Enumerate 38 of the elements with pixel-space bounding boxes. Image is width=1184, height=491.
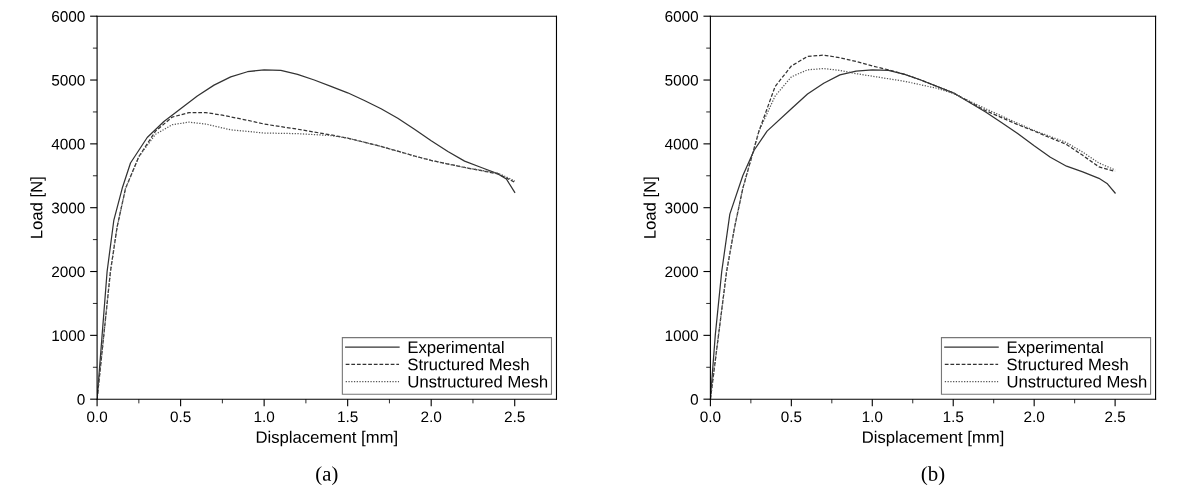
legend-label: Structured Mesh — [408, 358, 529, 371]
x-tick-label: 2.5 — [504, 411, 525, 423]
x-tick-label: 0.5 — [781, 411, 802, 423]
x-axis-title: Displacement [mm] — [863, 430, 1004, 447]
x-tick-label: 0.0 — [700, 411, 721, 423]
y-tick-label: 6000 — [52, 11, 85, 22]
y-tick-label: 3000 — [51, 202, 85, 214]
y-tick-label: 3000 — [665, 202, 698, 214]
x-tick-label: 1.5 — [943, 411, 964, 423]
y-tick-label: 4000 — [51, 138, 85, 150]
y-tick-label: 1000 — [665, 330, 698, 342]
x-tick-label: 2.0 — [421, 411, 442, 423]
text: (b) — [921, 466, 945, 486]
y-tick-label: 1000 — [52, 330, 85, 342]
y-tick-label: 2000 — [665, 266, 698, 278]
y-tick-label: 5000 — [665, 74, 698, 86]
y-tick-label: 2000 — [52, 266, 85, 278]
y-tick-label: 4000 — [664, 138, 698, 150]
legend-label: Unstructured Mesh — [408, 375, 548, 388]
y-axis-title: Load [N] — [30, 177, 46, 238]
legend-label: Unstructured Mesh — [1007, 375, 1147, 388]
x-axis-title: Displacement [mm] — [256, 430, 397, 447]
y-axis-title: Load [N] — [643, 177, 660, 238]
x-tick-label: 0.5 — [170, 411, 191, 423]
x-tick-label: 2.5 — [1105, 411, 1126, 423]
x-tick-label: 1.0 — [254, 411, 275, 423]
text: (a) — [316, 466, 338, 486]
x-tick-label: 0.0 — [87, 411, 108, 423]
y-tick-label: 0 — [77, 394, 85, 405]
y-tick-label: 6000 — [665, 11, 698, 22]
legend-label: Experimental — [1007, 340, 1103, 357]
y-tick-label: 0 — [690, 394, 698, 405]
x-tick-label: 2.0 — [1024, 411, 1045, 423]
x-tick-label: 1.0 — [862, 411, 883, 423]
x-tick-label: 1.5 — [338, 411, 358, 423]
legend-label: Structured Mesh — [1007, 358, 1128, 371]
y-tick-label: 5000 — [51, 74, 85, 86]
legend-label: Experimental — [408, 340, 504, 357]
